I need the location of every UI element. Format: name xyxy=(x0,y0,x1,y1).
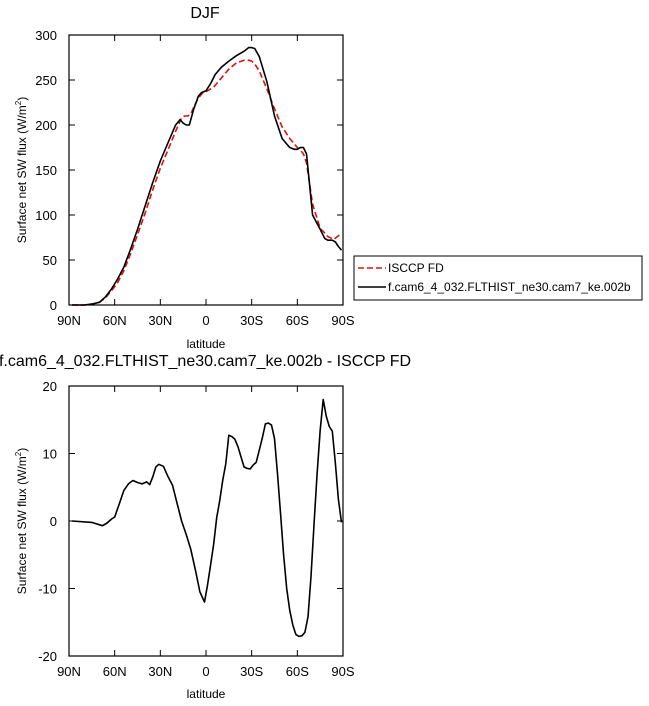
top-panel-y-tick-label: 150 xyxy=(35,163,57,178)
bottom-panel-title: f.cam6_4_032.FLTHIST_ne30.cam7_ke.002b -… xyxy=(0,353,411,370)
bottom-panel-lines xyxy=(71,398,343,638)
legend-label-model: f.cam6_4_032.FLTHIST_ne30.cam7_ke.002b xyxy=(388,280,631,294)
top-panel-x-tick-label: 0 xyxy=(202,313,209,328)
bottom-panel-x-tick-label: 0 xyxy=(202,664,209,679)
top-panel-y-axis-label-sup: 2 xyxy=(14,100,23,105)
bottom-panel-x-tick-label: 90N xyxy=(57,664,81,679)
top-panel-y-tick-label: 0 xyxy=(50,298,57,313)
bottom-panel-y-axis-label: Surface net SW flux (W/m2) xyxy=(14,448,29,594)
top-panel-x-tick-label: 60N xyxy=(103,313,127,328)
top-panel-title: DJF xyxy=(190,5,220,22)
legend-box xyxy=(353,255,643,301)
top-panel-x-tick-label: 90S xyxy=(331,313,354,328)
top-panel-series-1-line xyxy=(72,46,343,306)
legend-label-isccp: ISCCP FD xyxy=(388,261,444,275)
bottom-panel: f.cam6_4_032.FLTHIST_ne30.cam7_ke.002b -… xyxy=(0,353,411,701)
top-panel-y-axis-label: Surface net SW flux (W/m2) xyxy=(14,97,29,243)
top-panel-ticks: 90N 60N 30N 0 30S 60S 90S 0 50 100 150 200 250 300 xyxy=(35,28,355,328)
bottom-panel-y-tick-label: -10 xyxy=(38,582,57,597)
top-panel-y-tick-label: 300 xyxy=(35,28,57,43)
top-panel-y-tick-label: 50 xyxy=(43,253,57,268)
top-panel-lines xyxy=(72,46,343,306)
top-panel: DJF 90N 60N 30N 0 30S 60S 90S 0 50 100 150 200 250 30… xyxy=(14,5,643,351)
top-panel-series-0-line xyxy=(72,59,343,306)
bottom-panel-x-axis-label: latitude xyxy=(187,687,226,701)
top-panel-y-tick-label: 200 xyxy=(35,118,57,133)
bottom-panel-x-tick-label: 30S xyxy=(240,664,263,679)
bottom-panel-y-axis-label-main: Surface net SW flux (W/m xyxy=(15,456,29,594)
top-panel-x-tick-label: 90N xyxy=(57,313,81,328)
bottom-panel-x-tick-label: 30N xyxy=(148,664,172,679)
bottom-panel-x-tick-label: 60S xyxy=(286,664,309,679)
top-panel-y-axis-label-main: Surface net SW flux (W/m xyxy=(15,105,29,243)
bottom-panel-y-tick-label: -20 xyxy=(38,649,57,664)
top-panel-y-tick-label: 250 xyxy=(35,73,57,88)
top-panel-x-tick-label: 30N xyxy=(148,313,172,328)
top-panel-x-tick-label: 30S xyxy=(240,313,263,328)
top-panel-y-tick-label: 100 xyxy=(35,208,57,223)
bottom-panel-y-axis-label-tail: ) xyxy=(15,448,29,452)
top-panel-y-axis-label-tail: ) xyxy=(15,97,29,101)
bottom-panel-x-tick-label: 90S xyxy=(331,664,354,679)
top-panel-x-axis-label: latitude xyxy=(187,337,226,351)
bottom-panel-y-tick-label: 0 xyxy=(50,514,57,529)
legend: ISCCP FD f.cam6_4_032.FLTHIST_ne30.cam7_… xyxy=(353,255,643,301)
bottom-panel-ticks: 90N 60N 30N 0 30S 60S 90S -20 -10 0 10 20 xyxy=(38,379,355,679)
top-panel-frame xyxy=(68,34,344,306)
bottom-panel-x-tick-label: 60N xyxy=(103,664,127,679)
bottom-panel-y-tick-label: 20 xyxy=(43,379,57,394)
bottom-panel-y-tick-label: 10 xyxy=(43,447,57,462)
bottom-panel-series-0-line xyxy=(71,398,343,638)
top-panel-x-tick-label: 60S xyxy=(286,313,309,328)
bottom-panel-y-axis-label-sup: 2 xyxy=(14,451,23,456)
